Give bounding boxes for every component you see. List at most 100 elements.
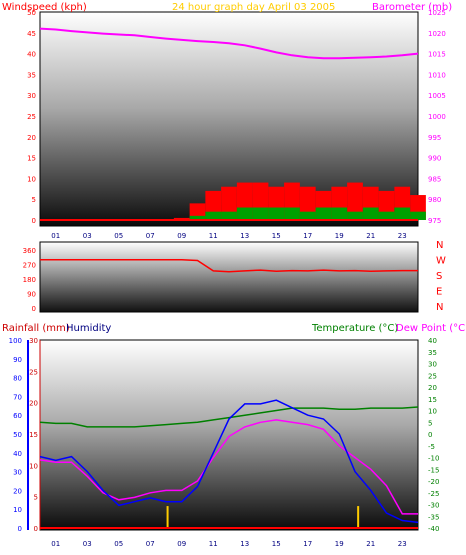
hour-tick-label: 11 [209, 232, 218, 240]
temperature-tick-label: -40 [428, 525, 439, 533]
humidity-tick-label: 90 [13, 356, 22, 364]
humidity-tick-label: 10 [13, 506, 22, 514]
windaverage-bar [221, 211, 237, 220]
windspeed-tick-label: 0 [32, 217, 36, 225]
temperature-tick-label: -20 [428, 478, 439, 486]
barometer-tick-label: 1025 [428, 9, 446, 17]
humidity-tick-label: 40 [13, 450, 22, 458]
hour-tick-label: 09 [177, 232, 186, 240]
temperature-tick-label: 30 [428, 361, 437, 369]
barometer-tick-label: 1020 [428, 30, 446, 38]
windaverage-bar [205, 211, 222, 220]
windaverage-bar [284, 207, 300, 220]
windspeed-tick-label: 10 [27, 175, 36, 183]
wind-direction-panel [39, 241, 419, 313]
wind-direction-axis: 0 90 180 270 360 [23, 247, 36, 313]
humidity-axis: 0 10 20 30 40 50 60 70 80 90 100 [9, 337, 22, 533]
hour-tick-label: 13 [240, 232, 249, 240]
bottom-series [39, 399, 419, 528]
hour-tick-label: 01 [51, 232, 60, 240]
windspeed-axis-title: Windspeed (kph) [2, 2, 87, 13]
hour-tick-label: 17 [303, 540, 312, 548]
dewpoint-line [39, 419, 418, 515]
dewpoint-axis-title: Dew Point (°C) [396, 323, 466, 334]
temperature-axis-title: Temperature (°C) [311, 323, 398, 334]
hour-tick-label: 07 [146, 232, 155, 240]
windaverage-bar [236, 207, 253, 220]
temperature-tick-label: -5 [428, 443, 435, 451]
humidity-tick-label: 80 [13, 375, 22, 383]
windspeed-bars [173, 182, 426, 220]
hour-tick-label: 03 [83, 540, 92, 548]
compass-label: N [436, 302, 443, 313]
hour-tick-label: 23 [398, 540, 407, 548]
windaverage-bar [394, 207, 411, 220]
temperature-tick-label: -15 [428, 466, 439, 474]
barometer-axis-title: Barometer (mb) [372, 2, 452, 13]
direction-tick-label: 270 [23, 262, 36, 270]
humidity-tick-label: 20 [13, 487, 22, 495]
humidity-line [39, 399, 419, 524]
hour-tick-label: 05 [114, 540, 123, 548]
temperature-tick-label: -25 [428, 490, 439, 498]
windaverage-bar [315, 207, 332, 220]
temperature-tick-label: 40 [428, 337, 437, 345]
windspeed-tick-label: 15 [27, 155, 36, 163]
hour-tick-label: 21 [366, 540, 375, 548]
humidity-tick-label: 100 [9, 337, 22, 345]
direction-tick-label: 0 [32, 305, 36, 313]
hour-tick-label: 19 [335, 540, 344, 548]
direction-tick-label: 90 [27, 291, 36, 299]
windaverage-bar [299, 211, 316, 220]
barometer-tick-label: 975 [428, 217, 441, 225]
temperature-panel [39, 339, 419, 531]
hour-tick-label: 11 [209, 540, 218, 548]
windspeed-tick-label: 45 [27, 30, 36, 38]
windspeed-tick-label: 35 [27, 71, 36, 79]
windspeed-bar [347, 182, 363, 220]
temperature-line [39, 406, 419, 428]
rainfall-tick-label: 10 [29, 462, 38, 470]
humidity-tick-label: 50 [13, 431, 22, 439]
rainfall-tick-label: 30 [29, 337, 38, 345]
windspeed-tick-label: 30 [27, 92, 36, 100]
direction-tick-label: 180 [23, 276, 36, 284]
rainfall-tick-label: 5 [34, 494, 38, 502]
temperature-tick-label: 35 [428, 349, 437, 357]
hour-tick-label: 05 [114, 232, 123, 240]
humidity-tick-label: 60 [13, 412, 22, 420]
compass-label: N [436, 240, 443, 251]
hour-tick-label: 15 [272, 232, 281, 240]
hour-tick-label: 03 [83, 232, 92, 240]
temperature-tick-label: 5 [428, 419, 432, 427]
hour-tick-label: 15 [272, 540, 281, 548]
windspeed-tick-label: 50 [27, 9, 36, 17]
windaverage-bar [410, 211, 426, 220]
barometer-tick-label: 985 [428, 175, 441, 183]
compass-label: E [436, 287, 442, 298]
hour-tick-label: 01 [51, 540, 60, 548]
temperature-tick-label: -35 [428, 513, 439, 521]
temperature-tick-label: 20 [428, 384, 437, 392]
rainfall-axis-title: Rainfall (mm) [2, 323, 70, 334]
windaverage-bar [268, 207, 285, 220]
windaverage-bar [252, 207, 269, 220]
barometer-tick-label: 990 [428, 155, 441, 163]
barometer-tick-label: 1010 [428, 71, 446, 79]
barometer-line [39, 27, 419, 60]
hour-tick-label: 07 [146, 540, 155, 548]
windaverage-bar [347, 211, 363, 220]
temperature-tick-label: 10 [428, 408, 437, 416]
windspeed-bar [173, 217, 190, 220]
hour-tick-label: 21 [366, 232, 375, 240]
hour-tick-label: 17 [303, 232, 312, 240]
wind-direction-line [40, 258, 418, 273]
windspeed-axis: 0 5 10 15 20 25 30 35 40 45 50 [27, 9, 36, 225]
hour-tick-label: 19 [335, 232, 344, 240]
hour-tick-label: 23 [398, 232, 407, 240]
windaverage-bar [362, 207, 379, 220]
windaverage-bar [378, 211, 395, 220]
